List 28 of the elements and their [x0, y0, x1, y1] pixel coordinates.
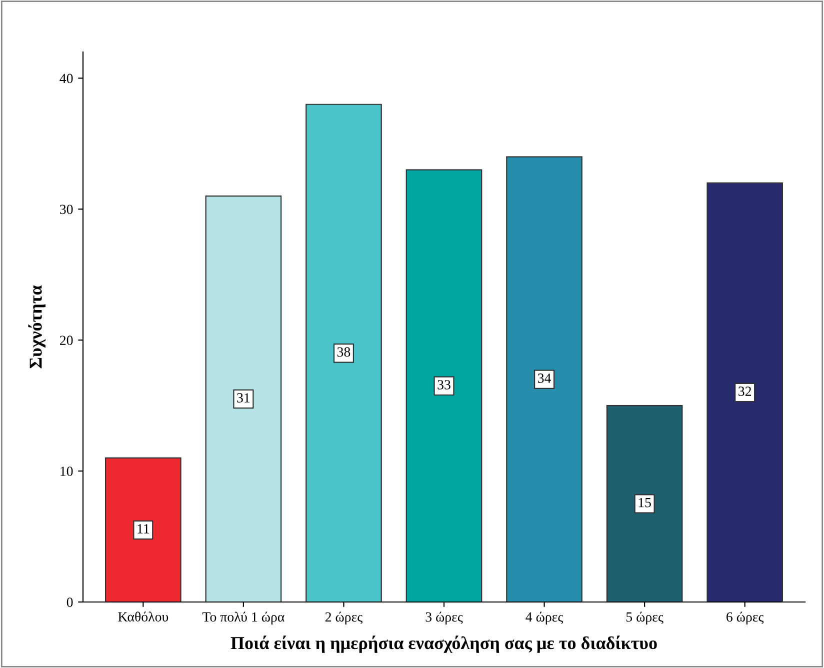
y-tick-label: 30	[60, 204, 73, 214]
x-tick-label: 3 ώρες	[426, 612, 463, 624]
data-label: 33	[438, 380, 450, 390]
y-tick-label: 10	[60, 466, 73, 476]
x-axis-title: Ποιά είναι η ημερήσια ενασχόληση σας με το διαδίκτυο	[230, 636, 657, 653]
data-label: 38	[337, 347, 350, 357]
x-tick-label: Καθόλου	[118, 612, 168, 622]
y-tick-label: 0	[66, 598, 73, 607]
bar	[205, 195, 282, 602]
y-tick-label: 40	[60, 74, 73, 84]
x-tick-label: 6 ώρες	[726, 612, 764, 624]
y-axis-title: Συχνότητα	[28, 285, 46, 368]
bar	[306, 104, 382, 602]
bar	[606, 405, 683, 602]
y-tick-label: 20	[60, 336, 73, 346]
data-label: 34	[538, 374, 552, 383]
data-label: 15	[638, 498, 651, 508]
x-tick-label: 2 ώρες	[325, 612, 362, 624]
x-tick-label: 5 ώρες	[626, 612, 664, 624]
bar	[706, 182, 783, 602]
bar	[406, 169, 482, 602]
data-label: 11	[138, 524, 150, 534]
bar	[105, 457, 182, 602]
x-tick-label: 4 ώρες	[526, 612, 564, 624]
data-label: 32	[738, 386, 752, 396]
bar	[506, 156, 582, 602]
x-tick-label: Το πολύ 1 ώρα	[202, 612, 284, 624]
data-label: 31	[237, 393, 250, 402]
